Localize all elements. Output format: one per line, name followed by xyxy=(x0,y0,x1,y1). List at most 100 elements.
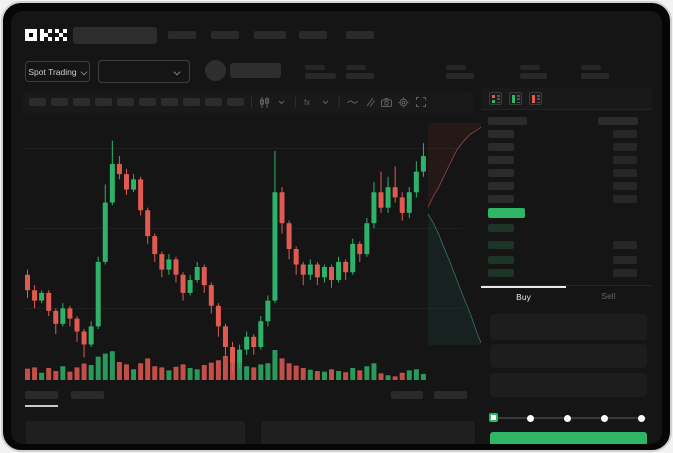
candle-body xyxy=(39,292,45,301)
nav-item-placeholder[interactable] xyxy=(211,31,239,39)
bid-price-placeholder xyxy=(488,224,514,232)
candle-body xyxy=(32,290,38,301)
volume-bar xyxy=(343,372,349,380)
slider-stop-dot[interactable] xyxy=(563,415,571,422)
order-input-field[interactable] xyxy=(490,373,647,397)
volume-bar xyxy=(272,350,278,380)
orderbook-view-toggle xyxy=(481,88,652,110)
chevron-down-icon[interactable] xyxy=(320,96,332,108)
volume-bar xyxy=(258,364,264,380)
icon-part xyxy=(492,100,495,103)
line-style-icon[interactable] xyxy=(347,96,359,108)
orderbook-ask-row[interactable] xyxy=(481,130,652,138)
candlestick-chart[interactable] xyxy=(23,113,481,387)
volume-bar xyxy=(399,372,405,380)
bottom-actions xyxy=(391,391,467,399)
bottom-action-placeholder[interactable] xyxy=(434,391,467,399)
bottom-tab-active-placeholder[interactable] xyxy=(25,391,58,399)
icon-part xyxy=(516,95,520,97)
orderbook-ask-row[interactable] xyxy=(481,182,652,190)
candle-body xyxy=(53,310,59,324)
orderbook-ask-row[interactable] xyxy=(481,143,652,151)
ask-price-placeholder xyxy=(488,156,514,164)
stat-value-placeholder xyxy=(520,72,547,79)
candle-body xyxy=(88,326,94,345)
timeframe-button-placeholder[interactable] xyxy=(51,98,68,106)
last-price-bar xyxy=(488,208,525,218)
icon-part xyxy=(536,101,540,103)
orderbook-ask-row[interactable] xyxy=(481,156,652,164)
timeframe-button-placeholder[interactable] xyxy=(139,98,156,106)
slider-handle[interactable] xyxy=(488,413,498,422)
fullscreen-icon[interactable] xyxy=(415,96,427,108)
candle-body xyxy=(343,261,349,273)
timeframe-button-placeholder[interactable] xyxy=(29,98,46,106)
timeframe-button-placeholder[interactable] xyxy=(73,98,90,106)
candle-body xyxy=(222,326,228,348)
volume-bar xyxy=(123,364,129,380)
buy-submit-button[interactable] xyxy=(490,432,647,444)
timeframe-button-placeholder[interactable] xyxy=(183,98,200,106)
volume-bar xyxy=(321,371,327,380)
candle-body xyxy=(399,197,405,213)
tab-sell[interactable]: Sell xyxy=(601,291,616,301)
timeframe-button-placeholder[interactable] xyxy=(205,98,222,106)
ask-price-placeholder xyxy=(488,130,514,138)
chevron-down-icon[interactable] xyxy=(276,96,288,108)
bid-price-placeholder xyxy=(488,256,514,264)
orderbook-bid-row[interactable] xyxy=(481,224,652,232)
orderbook-bid-row[interactable] xyxy=(481,269,652,277)
orderbook-ask-row[interactable] xyxy=(481,169,652,177)
orderbook-ask-row[interactable] xyxy=(481,195,652,203)
market-type-selector[interactable]: Spot Trading xyxy=(25,61,90,82)
pair-dropdown[interactable] xyxy=(98,60,190,83)
volume-bar xyxy=(102,353,108,380)
orderbook-view-asks-icon[interactable] xyxy=(529,92,542,105)
nav-item-placeholder[interactable] xyxy=(299,31,327,39)
bid-price-placeholder xyxy=(488,269,514,277)
orderbook-view-all-icon[interactable] xyxy=(489,92,502,105)
slider-stop-dot[interactable] xyxy=(637,415,645,422)
camera-icon[interactable] xyxy=(381,96,393,108)
timeframe-button-placeholder[interactable] xyxy=(117,98,134,106)
indicator-fx-icon[interactable]: fx xyxy=(303,96,315,108)
orderbook-trade-panel: Buy Sell xyxy=(481,88,652,444)
order-input-field[interactable] xyxy=(490,314,647,340)
okx-logo[interactable] xyxy=(25,29,67,41)
timeframe-button-placeholder[interactable] xyxy=(227,98,244,106)
nav-item-placeholder[interactable] xyxy=(168,31,196,39)
timeframe-button-placeholder[interactable] xyxy=(95,98,112,106)
candle-body xyxy=(25,274,30,291)
volume-bar xyxy=(25,368,30,380)
nav-item-placeholder[interactable] xyxy=(346,31,374,39)
orderbook-price-header xyxy=(488,117,527,125)
bid-amount-placeholder xyxy=(613,269,637,277)
volume-bar xyxy=(152,366,158,380)
ticker-stat xyxy=(346,65,374,79)
slider-stop-dot[interactable] xyxy=(526,415,534,422)
candle-body xyxy=(180,274,186,293)
order-input-field[interactable] xyxy=(490,344,647,368)
orderbook-view-bids-icon[interactable] xyxy=(509,92,522,105)
draw-icon[interactable] xyxy=(364,96,376,108)
chevron-down-icon xyxy=(81,69,87,75)
volume-bar xyxy=(208,362,214,380)
timeframe-button-placeholder[interactable] xyxy=(161,98,178,106)
bottom-action-placeholder[interactable] xyxy=(391,391,423,399)
volume-bar xyxy=(420,374,426,380)
stat-value-placeholder xyxy=(305,72,336,79)
pair-name-placeholder xyxy=(230,63,281,78)
settings-gear-icon[interactable] xyxy=(398,96,410,108)
orderbook-bid-row[interactable] xyxy=(481,256,652,264)
candle-type-icon[interactable] xyxy=(259,96,271,108)
candle-body xyxy=(123,174,129,190)
candle-body xyxy=(329,267,335,280)
slider-stop-dot[interactable] xyxy=(600,415,608,422)
orderbook-bid-row[interactable] xyxy=(481,241,652,249)
nav-item-placeholder[interactable] xyxy=(254,31,286,39)
pair-search-box[interactable] xyxy=(73,27,157,44)
candle-body xyxy=(46,292,52,311)
stat-value-placeholder xyxy=(346,72,374,79)
bottom-tab-placeholder[interactable] xyxy=(71,391,104,399)
tab-buy[interactable]: Buy xyxy=(481,286,566,306)
